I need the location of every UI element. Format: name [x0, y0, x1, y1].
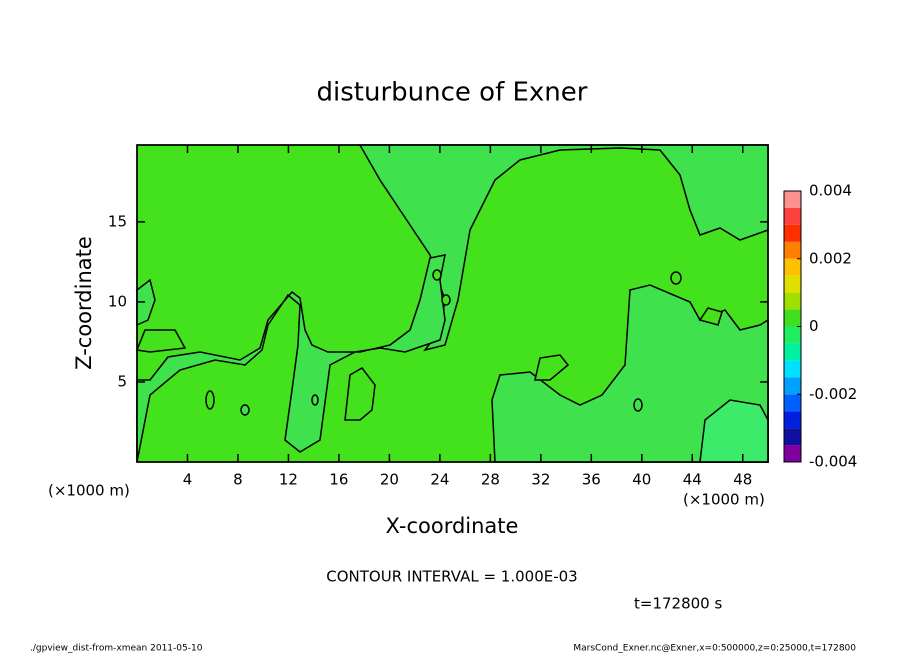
field-region	[491, 284, 769, 463]
colorbar-bin	[784, 309, 801, 327]
field-region	[633, 398, 643, 412]
y-tick-label: 5	[117, 372, 127, 390]
field-region	[205, 390, 215, 410]
colorbar-tick-label: 0.004	[809, 182, 852, 200]
x-tick-label: 16	[329, 471, 348, 489]
x-unit-label: (×1000 m)	[683, 491, 765, 509]
time-label: t=172800 s	[634, 595, 722, 613]
contour-interval: CONTOUR INTERVAL = 1.000E-03	[326, 568, 577, 586]
colorbar-tick-label: -0.004	[809, 453, 857, 471]
x-tick-label: 48	[733, 471, 752, 489]
x-tick-label: 24	[430, 471, 449, 489]
x-tick-label: 28	[481, 471, 500, 489]
x-tick-label: 44	[683, 471, 702, 489]
x-tick-label: 20	[380, 471, 399, 489]
x-tick-label: 12	[279, 471, 298, 489]
x-axis-label: X-coordinate	[386, 514, 519, 538]
x-tick-label: 36	[582, 471, 601, 489]
footer-left: ./gpview_dist-from-xmean 2011-05-10	[30, 644, 203, 654]
field-region	[311, 394, 319, 406]
colorbar-tick-label: 0	[809, 317, 819, 335]
colorbar-tick-label: 0.002	[809, 249, 852, 267]
colorbar-bin	[784, 275, 801, 293]
colorbar-bin	[784, 343, 801, 361]
colorbar-bin	[784, 224, 801, 242]
field-region	[670, 271, 682, 285]
colorbar-bin	[784, 445, 801, 462]
y-unit-label: (×1000 m)	[48, 482, 130, 500]
x-tick-label: 8	[233, 471, 243, 489]
field-region	[441, 294, 451, 306]
colorbar-bin	[784, 428, 801, 446]
field-region	[534, 354, 570, 381]
y-tick-label: 15	[108, 212, 127, 230]
contour-field	[135, 144, 769, 463]
y-tick-label: 10	[108, 292, 127, 310]
colorbar-bin	[784, 377, 801, 395]
x-tick-label: 4	[183, 471, 193, 489]
field-region	[135, 329, 187, 353]
field-region	[432, 269, 442, 281]
x-tick-label: 32	[531, 471, 550, 489]
colorbar-tick-label: -0.002	[809, 385, 857, 403]
x-tick-label: 40	[632, 471, 651, 489]
plot-frame	[136, 144, 769, 463]
colorbar-bin	[784, 191, 801, 208]
colorbar-bin	[784, 394, 801, 412]
colorbar-bin	[784, 258, 801, 276]
chart-title: disturbunce of Exner	[317, 78, 588, 108]
colorbar-bin	[784, 292, 801, 310]
colorbar-bin	[784, 411, 801, 429]
field-region	[240, 404, 250, 416]
colorbar-bin	[784, 326, 801, 344]
field-region	[344, 367, 376, 421]
colorbar-bin	[784, 207, 801, 225]
colorbar-bin	[784, 360, 801, 378]
field-region	[698, 307, 723, 326]
footer-right: MarsCond_Exner.nc@Exner,x=0:500000,z=0:2…	[573, 644, 856, 654]
y-axis-label: Z-coordinate	[72, 236, 96, 370]
colorbar-bin	[784, 241, 801, 259]
